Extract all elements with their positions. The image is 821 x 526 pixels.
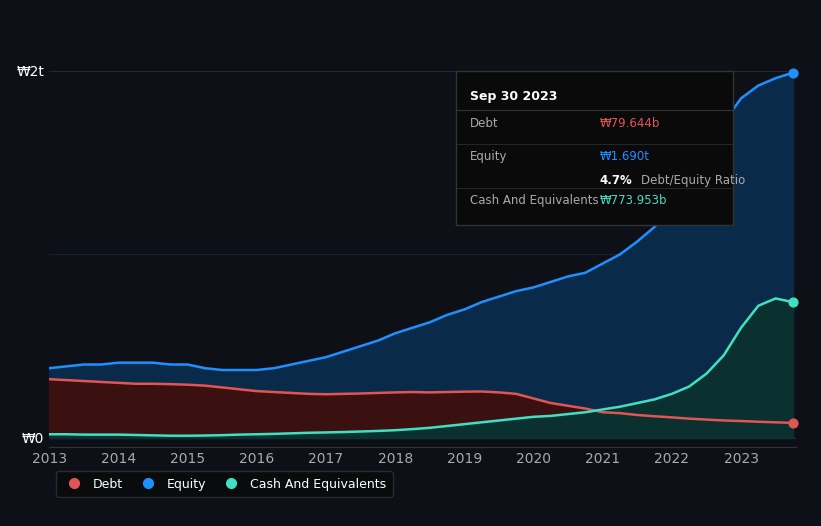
Point bbox=[787, 419, 800, 427]
Text: ₩1.690t: ₩1.690t bbox=[599, 150, 649, 163]
Legend: Debt, Equity, Cash And Equivalents: Debt, Equity, Cash And Equivalents bbox=[56, 471, 392, 497]
Text: Debt/Equity Ratio: Debt/Equity Ratio bbox=[641, 174, 745, 187]
Text: Cash And Equivalents: Cash And Equivalents bbox=[470, 194, 599, 207]
Text: Equity: Equity bbox=[470, 150, 507, 163]
Point bbox=[787, 68, 800, 77]
Text: Debt: Debt bbox=[470, 117, 498, 130]
Text: ₩79.644b: ₩79.644b bbox=[599, 117, 660, 130]
Text: ₩773.953b: ₩773.953b bbox=[599, 194, 667, 207]
Point bbox=[787, 298, 800, 306]
Text: Sep 30 2023: Sep 30 2023 bbox=[470, 90, 557, 103]
Text: 4.7%: 4.7% bbox=[599, 174, 632, 187]
